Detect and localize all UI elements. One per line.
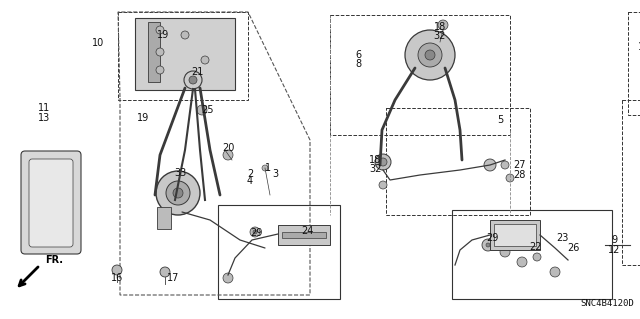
Bar — [218, 205, 340, 299]
Text: 32: 32 — [434, 31, 446, 41]
Bar — [157, 207, 171, 229]
Bar — [490, 220, 540, 250]
Circle shape — [201, 56, 209, 64]
Circle shape — [197, 105, 207, 115]
Text: 2: 2 — [247, 169, 253, 179]
Circle shape — [156, 66, 164, 74]
Circle shape — [418, 43, 442, 67]
Text: 12: 12 — [608, 245, 620, 255]
Bar — [330, 15, 510, 135]
Circle shape — [550, 267, 560, 277]
Text: 9: 9 — [611, 235, 617, 245]
Text: 23: 23 — [556, 233, 568, 243]
Text: 8: 8 — [355, 59, 361, 69]
Circle shape — [379, 181, 387, 189]
Text: 33: 33 — [174, 168, 186, 178]
Circle shape — [484, 159, 496, 171]
Text: 29: 29 — [486, 233, 498, 243]
Circle shape — [112, 265, 122, 275]
Text: 16: 16 — [111, 273, 123, 283]
Bar — [148, 22, 160, 82]
Text: 19: 19 — [137, 113, 149, 123]
Circle shape — [189, 76, 197, 84]
Text: SNC4B4120D: SNC4B4120D — [580, 299, 634, 308]
Text: 24: 24 — [301, 226, 313, 236]
Text: 3: 3 — [272, 169, 278, 179]
Circle shape — [506, 174, 514, 182]
FancyBboxPatch shape — [21, 151, 81, 254]
Circle shape — [500, 247, 510, 257]
Circle shape — [253, 230, 257, 234]
Text: 28: 28 — [513, 170, 525, 180]
Text: 20: 20 — [222, 143, 234, 153]
Bar — [282, 232, 326, 238]
Bar — [135, 18, 235, 90]
Bar — [278, 225, 330, 245]
Circle shape — [156, 26, 164, 34]
Circle shape — [379, 158, 387, 166]
Bar — [628, 12, 640, 115]
Circle shape — [166, 181, 190, 205]
Text: 27: 27 — [513, 160, 525, 170]
Circle shape — [223, 150, 233, 160]
Bar — [494, 224, 536, 246]
Circle shape — [223, 273, 233, 283]
Circle shape — [156, 171, 200, 215]
Text: 18: 18 — [434, 22, 446, 32]
Bar — [386, 108, 530, 215]
Circle shape — [517, 257, 527, 267]
Text: 11: 11 — [38, 103, 50, 113]
Text: 32: 32 — [369, 164, 381, 174]
Circle shape — [181, 31, 189, 39]
Bar — [118, 12, 248, 100]
Circle shape — [405, 30, 455, 80]
Circle shape — [184, 71, 202, 89]
Circle shape — [501, 161, 509, 169]
Circle shape — [160, 267, 170, 277]
Text: 21: 21 — [191, 67, 203, 77]
Text: 6: 6 — [355, 50, 361, 60]
Text: 10: 10 — [92, 38, 104, 48]
Text: 15: 15 — [638, 42, 640, 52]
Circle shape — [438, 20, 448, 30]
Bar — [622, 100, 640, 265]
Circle shape — [156, 48, 164, 56]
Text: 22: 22 — [529, 242, 541, 252]
Text: 5: 5 — [497, 115, 503, 125]
Circle shape — [262, 165, 268, 171]
Circle shape — [173, 188, 183, 198]
Text: 13: 13 — [38, 113, 50, 123]
Circle shape — [533, 253, 541, 261]
Text: FR.: FR. — [45, 255, 63, 265]
Circle shape — [425, 50, 435, 60]
Text: 1: 1 — [265, 163, 271, 173]
FancyBboxPatch shape — [29, 159, 73, 247]
Circle shape — [250, 227, 260, 237]
Circle shape — [482, 239, 494, 251]
Text: 18: 18 — [369, 155, 381, 165]
Text: 26: 26 — [567, 243, 579, 253]
Text: 17: 17 — [167, 273, 179, 283]
Text: 4: 4 — [247, 176, 253, 186]
Bar — [452, 210, 612, 299]
Circle shape — [486, 243, 490, 247]
Circle shape — [375, 154, 391, 170]
Text: 25: 25 — [201, 105, 213, 115]
Text: 29: 29 — [250, 228, 262, 238]
Text: 19: 19 — [157, 30, 169, 40]
